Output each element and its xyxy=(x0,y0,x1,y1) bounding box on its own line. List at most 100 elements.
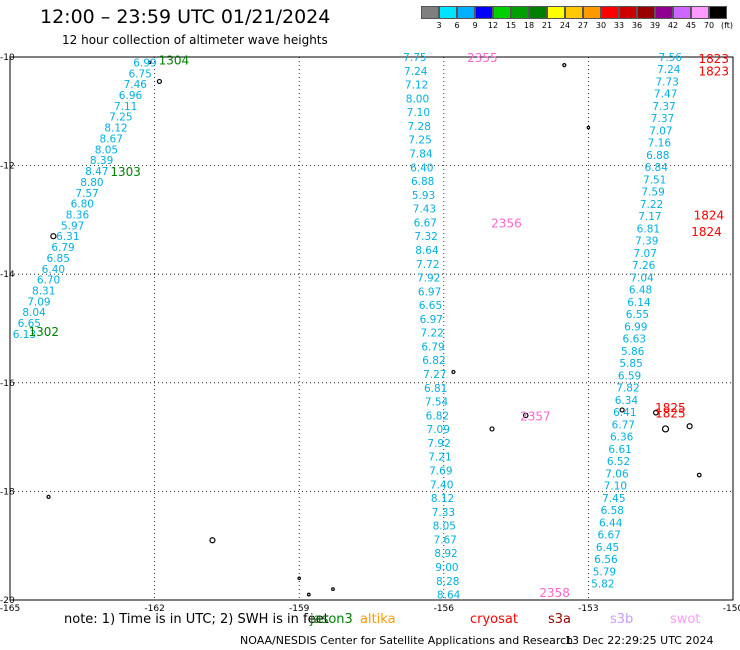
wave-height-label: 7.09 xyxy=(27,296,50,308)
x-tick-label: -156 xyxy=(434,604,455,614)
wave-height-label: 7.40 xyxy=(430,479,453,491)
y-tick-label: -16 xyxy=(0,379,15,389)
legend-swatch xyxy=(457,6,475,19)
pass-number-label: 1302 xyxy=(28,325,59,339)
wave-height-label: 6.13 xyxy=(13,329,36,341)
wave-height-label: 6.58 xyxy=(601,505,624,517)
legend-label: 70 xyxy=(703,21,715,30)
page-subtitle: 12 hour collection of altimeter wave hei… xyxy=(62,33,328,47)
legend-swatch xyxy=(565,6,583,19)
y-tick-label: -12 xyxy=(0,162,15,172)
pass-number-label: 2356 xyxy=(491,217,522,231)
wave-height-label: 5.93 xyxy=(412,190,435,202)
island-outline xyxy=(652,409,659,416)
pass-number-label: 1303 xyxy=(110,165,141,179)
legend-label: 3 xyxy=(436,21,442,30)
wave-height-label: 7.25 xyxy=(109,112,132,124)
wave-height-label: 6.52 xyxy=(607,456,630,468)
wave-height-label: 5.82 xyxy=(591,579,614,591)
wave-height-label: 7.24 xyxy=(657,64,681,76)
wave-height-label: 6.31 xyxy=(56,231,79,243)
satellite-cryosat: cryosat xyxy=(470,612,518,627)
footer-timestamp: 13 Dec 22:29:25 UTC 2024 xyxy=(565,634,714,647)
island-outline xyxy=(696,472,702,478)
wave-height-label: 7.22 xyxy=(420,328,443,340)
wave-height-label: 7.57 xyxy=(75,188,98,200)
island-outline xyxy=(46,494,51,499)
island-outline xyxy=(147,60,152,65)
page-title: 12:00 – 23:59 UTC 01/21/2024 xyxy=(40,6,331,28)
wave-height-label: 7.26 xyxy=(632,260,656,272)
island-outline xyxy=(209,537,216,544)
legend-swatch xyxy=(493,6,511,19)
x-tick-label: -165 xyxy=(0,604,20,614)
wave-height-label: 7.51 xyxy=(643,174,666,186)
legend-swatch xyxy=(619,6,637,19)
legend-label: (ft) xyxy=(720,21,734,30)
wave-height-label: 7.92 xyxy=(427,438,450,450)
y-tick-label: -20 xyxy=(0,596,15,606)
wave-height-label: 7.07 xyxy=(649,125,672,137)
wave-height-label: 7.17 xyxy=(638,211,661,223)
wave-height-label: 7.27 xyxy=(423,369,446,381)
wave-height-label: 7.10 xyxy=(407,107,430,119)
legend-label: 30 xyxy=(595,21,607,30)
satellite-altika: altika xyxy=(360,612,396,627)
wave-height-label: 7.37 xyxy=(652,101,675,113)
legend-label: 27 xyxy=(577,21,589,30)
satellite-s3b: s3b xyxy=(610,612,634,627)
wave-height-label: 8.28 xyxy=(436,576,459,588)
wave-height-label: 6.96 xyxy=(119,90,143,102)
legend-swatch xyxy=(583,6,601,19)
pass-number-label: 2357 xyxy=(520,409,551,423)
wave-height-label: 6.14 xyxy=(627,297,651,309)
wave-height-label: 8.05 xyxy=(95,144,118,156)
wave-height-label: 7.72 xyxy=(416,259,439,271)
x-tick-label: -153 xyxy=(578,604,598,614)
wave-height-label: 7.21 xyxy=(428,452,451,464)
wave-height-label: 8.31 xyxy=(32,285,55,297)
island-outline xyxy=(50,233,57,240)
island-outline xyxy=(586,125,591,130)
wave-height-label: 7.12 xyxy=(405,80,428,92)
wave-height-label: 8.00 xyxy=(406,93,429,105)
wave-height-label: 7.33 xyxy=(432,507,455,519)
wave-height-label: 7.32 xyxy=(414,231,437,243)
wave-height-label: 7.09 xyxy=(427,424,450,436)
wave-height-label: 8.47 xyxy=(85,166,108,178)
legend-swatch xyxy=(673,6,691,19)
legend-swatch xyxy=(439,6,457,19)
wave-height-label: 6.61 xyxy=(608,444,631,456)
wave-height-label: 5.79 xyxy=(593,566,616,578)
wave-height-label: 6.55 xyxy=(626,309,649,321)
wave-height-label: 7.10 xyxy=(604,481,627,493)
wave-height-label: 6.84 xyxy=(645,162,669,174)
wave-height-label: 7.11 xyxy=(114,101,137,113)
y-tick-label: -10 xyxy=(0,53,15,63)
island-outline xyxy=(562,63,567,68)
pass-number-label: 1825 xyxy=(655,407,686,421)
wave-height-label: 8.39 xyxy=(90,155,113,167)
wave-height-label: 8.80 xyxy=(80,177,103,189)
wave-height-label: 6.65 xyxy=(18,318,41,330)
wave-height-label: 8.67 xyxy=(100,133,123,145)
wave-height-label: 7.84 xyxy=(409,148,433,160)
y-tick-label: -18 xyxy=(0,487,15,497)
island-outline xyxy=(451,369,456,375)
legend-label: 12 xyxy=(487,21,499,30)
wave-height-label: 6.79 xyxy=(421,341,444,353)
wave-height-label: 7.92 xyxy=(417,273,440,285)
wave-height-label: 7.69 xyxy=(429,466,452,478)
pass-number-label: 1823 xyxy=(698,52,729,66)
satellite-s3a: s3a xyxy=(548,612,572,627)
island-outline xyxy=(686,423,693,430)
wave-height-label: 8.12 xyxy=(104,123,127,135)
legend-swatch xyxy=(547,6,565,19)
wave-height-label: 6.70 xyxy=(37,275,60,287)
wave-height-label: 8.36 xyxy=(66,209,90,221)
wave-height-label: 6.56 xyxy=(594,554,618,566)
wave-height-label: 6.81 xyxy=(424,383,447,395)
wave-height-label: 8.64 xyxy=(415,245,439,257)
wave-height-label: 7.73 xyxy=(656,76,679,88)
wave-height-label: 6.75 xyxy=(128,68,151,80)
